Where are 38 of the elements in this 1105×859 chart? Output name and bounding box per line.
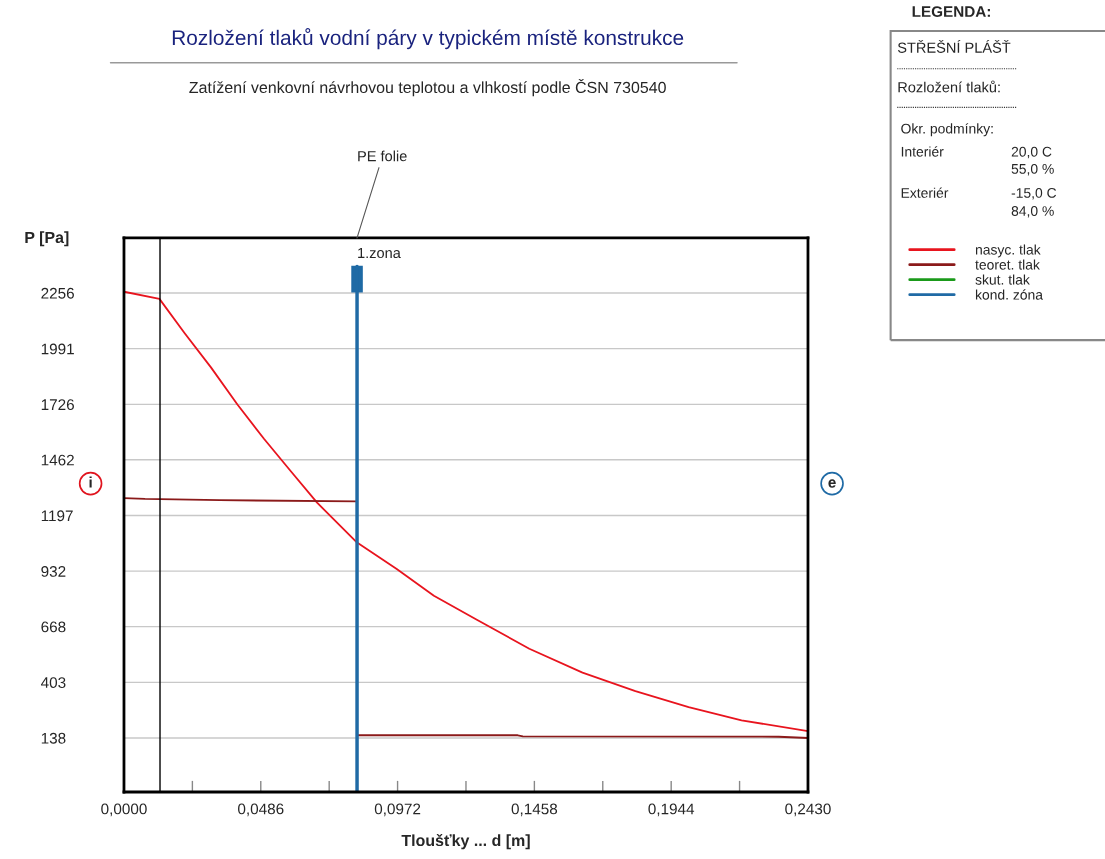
text: Exteriér xyxy=(901,187,949,198)
x-tick-label: 0,2430 xyxy=(785,803,831,817)
legend-label: nasyc. tlak xyxy=(975,244,1041,258)
text: STŘEŠNÍ PLÁŠŤ xyxy=(897,39,1011,53)
x-tick-label: 0,1944 xyxy=(648,803,695,817)
y-tick-label: 1991 xyxy=(41,343,74,355)
legend-label: kond. zóna xyxy=(975,289,1043,300)
text: 20,0 C xyxy=(1011,146,1052,159)
y-axis-title: P [Pa] xyxy=(25,231,69,247)
y-tick-label: 1726 xyxy=(41,399,74,411)
y-tick-label: 668 xyxy=(41,621,66,633)
y-tick-label: 403 xyxy=(41,677,66,689)
x-tick-label: 0,1458 xyxy=(511,803,558,817)
y-tick-label: 138 xyxy=(41,732,66,744)
text: 55,0 % xyxy=(1011,163,1054,176)
text: Interiér xyxy=(901,146,944,157)
text: i xyxy=(89,476,92,488)
y-tick-label: 1462 xyxy=(41,454,74,466)
y-tick-label: 2256 xyxy=(41,287,74,299)
text: e xyxy=(828,479,836,488)
text: -15,0 C xyxy=(1011,188,1057,200)
x-tick-label: 0,0972 xyxy=(374,803,421,817)
x-tick-label: 0,0486 xyxy=(238,803,284,817)
annotation: PE folie xyxy=(358,150,407,162)
x-axis-title: Tloušťky ... d [m] xyxy=(401,834,530,850)
legend-title: LEGENDA: xyxy=(912,6,990,17)
text: 84,0 % xyxy=(1011,206,1054,218)
text: Rozložení tlaků: xyxy=(898,80,1000,93)
chart-subtitle: Zatížení venkovní návrhovou teplotou a vlhkostí podle ČSN 730540 xyxy=(189,78,666,97)
legend-label: teoret. tlak xyxy=(975,259,1040,270)
text: Okr. podmínky: xyxy=(901,123,993,137)
legend-label: skut. tlak xyxy=(975,274,1030,285)
x-tick-label: 0,0000 xyxy=(101,803,147,817)
line-series xyxy=(123,290,808,732)
y-tick-label: 1197 xyxy=(41,510,73,522)
y-tick-label: 932 xyxy=(41,566,66,577)
chart-title: Rozložení tlaků vodní páry v typickém místě konstrukce xyxy=(172,28,684,50)
annotation: 1.zona xyxy=(358,247,401,259)
